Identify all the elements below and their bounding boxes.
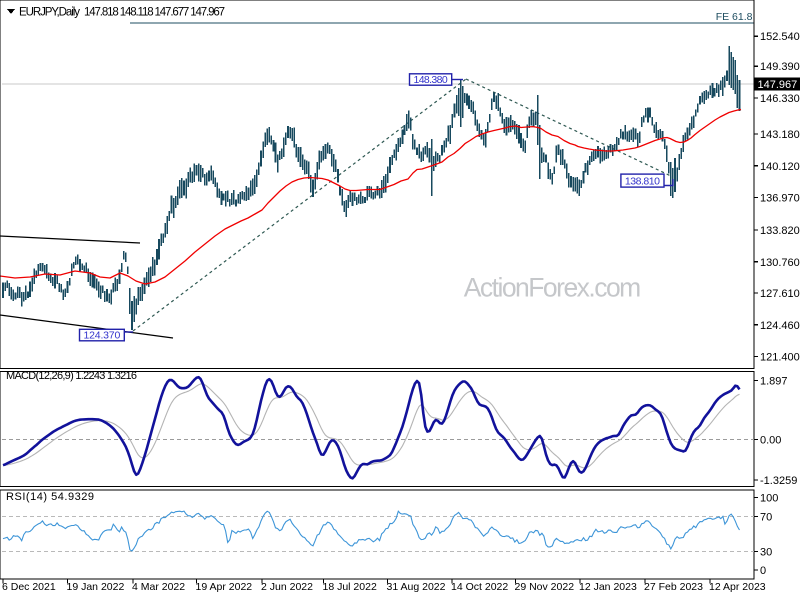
svg-text:130.760: 130.760 xyxy=(760,257,800,269)
svg-text:121.400: 121.400 xyxy=(760,352,800,364)
svg-text:31 Aug 2022: 31 Aug 2022 xyxy=(387,581,446,593)
svg-text:12 Jan 2023: 12 Jan 2023 xyxy=(579,581,637,593)
svg-text:18 Jul 2022: 18 Jul 2022 xyxy=(323,581,377,593)
svg-text:0: 0 xyxy=(760,565,766,577)
svg-text:12 Apr 2023: 12 Apr 2023 xyxy=(709,581,766,593)
svg-text:149.390: 149.390 xyxy=(760,61,800,73)
svg-text:30: 30 xyxy=(760,547,772,559)
svg-text:152.540: 152.540 xyxy=(760,31,800,43)
svg-text:124.460: 124.460 xyxy=(760,320,800,332)
svg-text:19 Jan 2022: 19 Jan 2022 xyxy=(67,581,125,593)
svg-text:70: 70 xyxy=(760,512,772,524)
svg-text:19 Apr 2022: 19 Apr 2022 xyxy=(196,581,253,593)
svg-text:27 Feb 2023: 27 Feb 2023 xyxy=(644,581,703,593)
svg-text:136.970: 136.970 xyxy=(760,193,800,205)
svg-text:148.380: 148.380 xyxy=(414,74,448,86)
svg-text:124.370: 124.370 xyxy=(84,329,121,341)
svg-text:14 Oct 2022: 14 Oct 2022 xyxy=(451,581,508,593)
svg-text:29 Nov 2022: 29 Nov 2022 xyxy=(515,581,575,593)
svg-text:127.610: 127.610 xyxy=(760,288,800,300)
svg-text:RSI(14) 54.9329: RSI(14) 54.9329 xyxy=(6,491,94,503)
svg-text:EURJPY,Daily: EURJPY,Daily xyxy=(19,7,80,19)
svg-text:140.120: 140.120 xyxy=(760,161,800,173)
svg-text:0.00: 0.00 xyxy=(760,435,781,447)
svg-text:143.180: 143.180 xyxy=(760,129,800,141)
svg-text:2 Jun 2022: 2 Jun 2022 xyxy=(261,581,313,593)
svg-text:133.820: 133.820 xyxy=(760,225,800,237)
svg-text:138.810: 138.810 xyxy=(625,176,660,188)
svg-text:147.818 148.118 147.677 147.96: 147.818 148.118 147.677 147.967 xyxy=(84,7,225,19)
svg-text:6 Dec 2021: 6 Dec 2021 xyxy=(2,581,56,593)
svg-text:4 Mar 2022: 4 Mar 2022 xyxy=(132,581,185,593)
svg-text:1.897: 1.897 xyxy=(760,376,788,388)
svg-text:-1.3259: -1.3259 xyxy=(760,475,797,487)
svg-text:100: 100 xyxy=(760,493,778,505)
svg-text:146.330: 146.330 xyxy=(760,93,800,105)
svg-text:MACD(12,26,9) 1.2243 1.3216: MACD(12,26,9) 1.2243 1.3216 xyxy=(6,370,137,382)
svg-text:ActionForex.com: ActionForex.com xyxy=(464,273,642,303)
svg-text:FE 61.8: FE 61.8 xyxy=(716,11,753,23)
svg-text:147.967: 147.967 xyxy=(758,79,798,91)
